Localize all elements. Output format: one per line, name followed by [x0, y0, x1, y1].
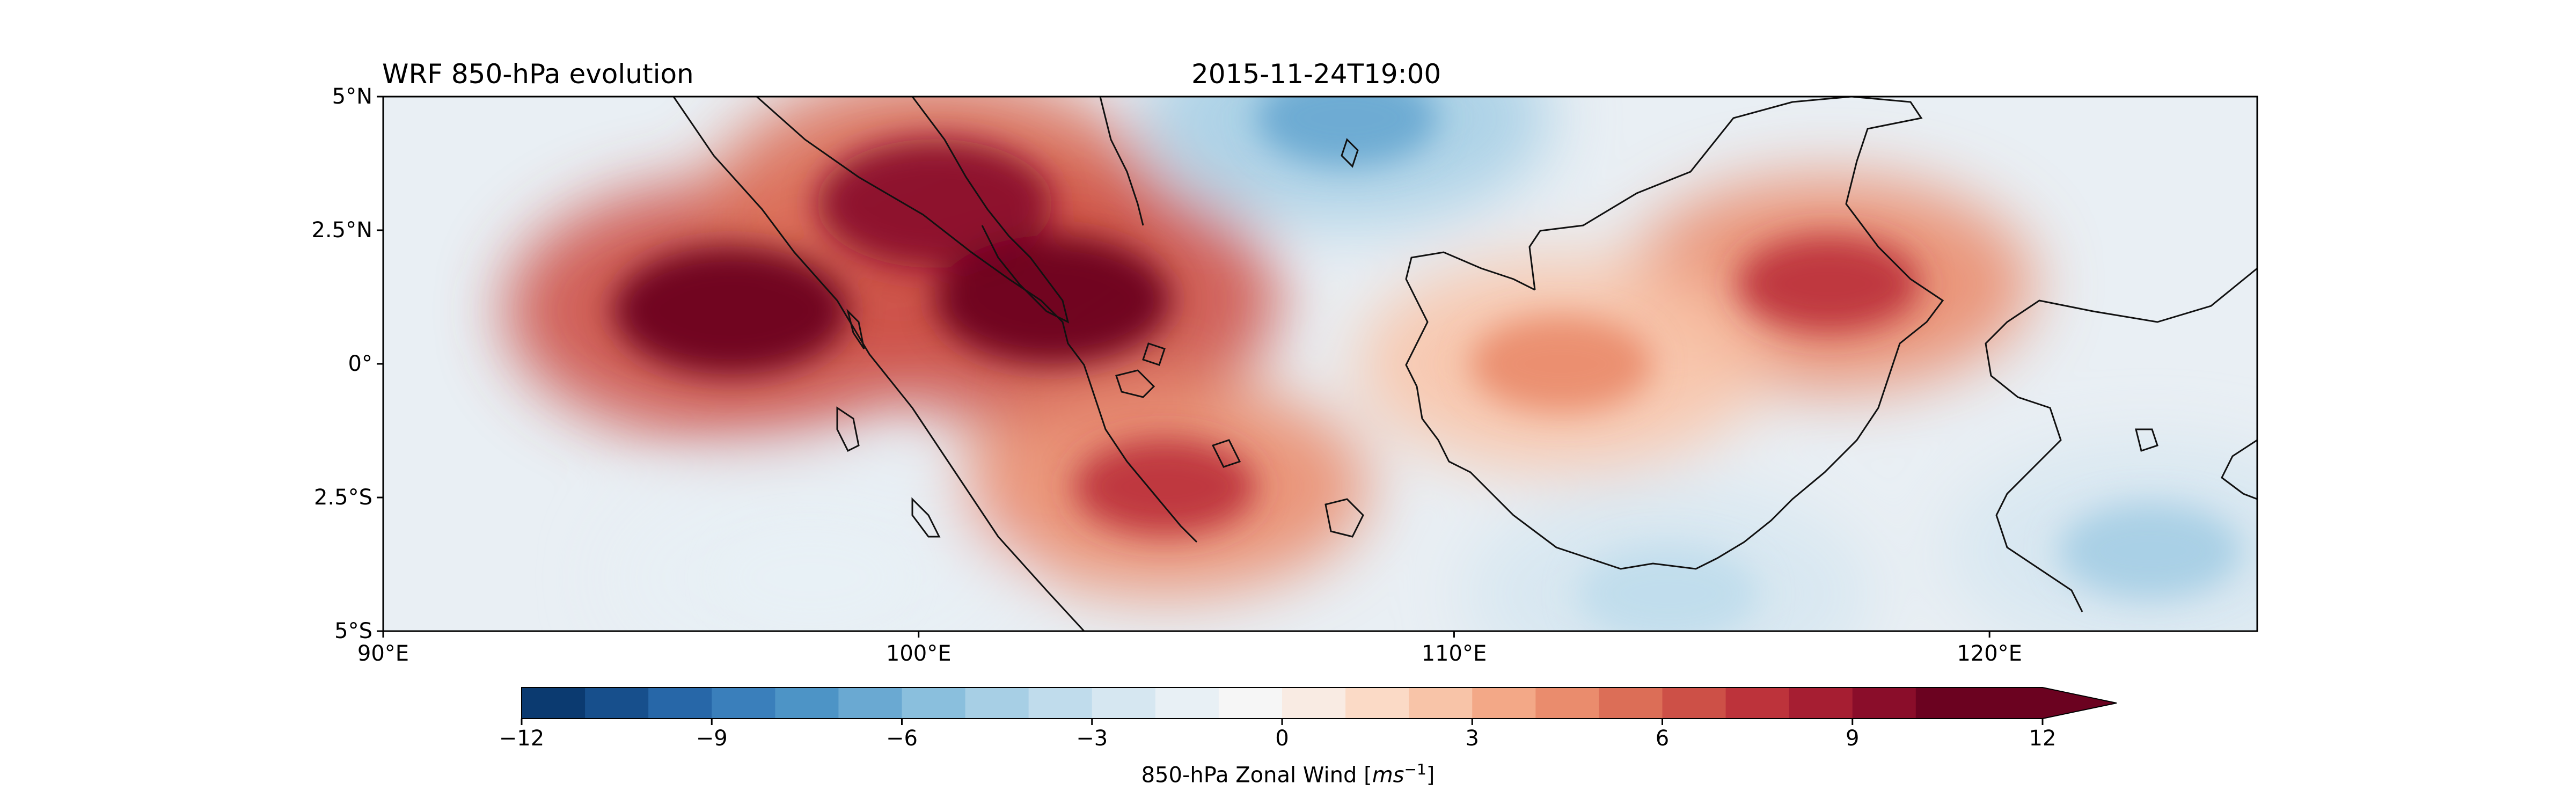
- colorbar-tick-label: 6: [1655, 726, 1670, 751]
- colorbar: [521, 687, 2117, 725]
- coastline-borneo: [1405, 97, 1944, 570]
- colorbar-units-exponent: −1: [1404, 760, 1426, 778]
- colorbar-label-end: ]: [1426, 763, 1435, 788]
- colorbar-tick-label: 9: [1846, 726, 1860, 751]
- colorbar-units: ms: [1372, 763, 1404, 788]
- wind-feature-core: [1737, 235, 1920, 332]
- coastline-malay-peninsula: [911, 97, 1070, 324]
- colorbar-segment: [1028, 687, 1093, 719]
- colorbar-segment: [1725, 687, 1790, 719]
- colorbar-extend-arrow: [2043, 687, 2117, 719]
- coastline-island-i: [2135, 428, 2158, 452]
- colorbar-segment: [1472, 687, 1536, 719]
- colorbar-segment: [1662, 687, 1726, 719]
- colorbar-segment: [1915, 687, 1980, 719]
- colorbar-tick-label: −6: [886, 726, 918, 751]
- colorbar-segment: [1218, 687, 1283, 719]
- coastline-island-d: [1324, 498, 1364, 538]
- colorbar-ticks: [521, 719, 2044, 725]
- colorbar-segment: [965, 687, 1029, 719]
- latitude-tick-label: 5°S: [334, 619, 372, 643]
- coastline-sumatra: [672, 97, 1085, 631]
- colorbar-tick-label: 3: [1465, 726, 1479, 751]
- latitude-tick-label: 0°: [348, 352, 372, 376]
- coastline-sulawesi: [1985, 267, 2257, 612]
- coastline-peninsula-east: [1099, 97, 1144, 226]
- colorbar-segment: [902, 687, 966, 719]
- wind-feature-core: [934, 235, 1171, 364]
- coastline-island-f: [1341, 138, 1359, 168]
- colorbar-segment: [775, 687, 839, 719]
- colorbar-segment: [838, 687, 903, 719]
- colorbar-segment: [1345, 687, 1409, 719]
- colorbar-segment: [1155, 687, 1219, 719]
- coastline-island-c: [911, 497, 941, 538]
- wind-field: [506, 97, 2257, 631]
- colorbar-label: 850-hPa Zonal Wind [ms−1]: [1020, 757, 1556, 788]
- coastline-sulawesi-southeast: [2221, 439, 2257, 500]
- colorbar-segment: [1599, 687, 1663, 719]
- coastline-island-a: [846, 309, 865, 349]
- colorbar-segment: [712, 687, 776, 719]
- coastlines: [672, 97, 2257, 631]
- wind-feature-core: [1577, 545, 1760, 631]
- coastline-island-h: [1142, 342, 1166, 366]
- colorbar-segments: [521, 687, 2117, 719]
- longitude-tick-label: 110°E: [1421, 641, 1487, 666]
- longitude-ticks: [382, 631, 1990, 638]
- colorbar-segment: [1789, 687, 1853, 719]
- colorbar-segment: [1092, 687, 1156, 719]
- colorbar-segment: [1409, 687, 1473, 719]
- colorbar-tick-label: −12: [499, 726, 545, 751]
- latitude-tick-label: 2.5°S: [313, 485, 372, 510]
- wind-feature-core: [1073, 438, 1256, 536]
- colorbar-segment: [585, 687, 649, 719]
- wind-feature-core: [816, 139, 1053, 268]
- colorbar-outline: [521, 687, 2117, 719]
- latitude-ticks: [377, 96, 383, 632]
- coastline-island-b: [836, 406, 860, 452]
- wind-feature-core: [1469, 316, 1652, 412]
- colorbar-tick-label: −3: [1076, 726, 1108, 751]
- wind-feature-core: [1255, 97, 1438, 166]
- latitude-tick-label: 2.5°N: [311, 218, 372, 243]
- colorbar-segment: [1979, 687, 2043, 719]
- colorbar-segment: [1535, 687, 1600, 719]
- wind-feature-core: [2059, 502, 2242, 599]
- map-panel: [382, 96, 2258, 632]
- wind-feature-core: [613, 246, 850, 375]
- coastline-island-e: [1211, 439, 1241, 468]
- coastline-island-g: [1115, 369, 1155, 398]
- colorbar-segment: [1282, 687, 1346, 719]
- latitude-tick-label: 5°N: [332, 84, 372, 109]
- colorbar-label-text: 850-hPa Zonal Wind [: [1141, 763, 1372, 788]
- colorbar-segment: [1852, 687, 1916, 719]
- timestamp-title: 2015-11-24T19:00: [1191, 58, 1441, 90]
- longitude-tick-label: 90°E: [357, 641, 409, 666]
- coastline-sumatra-east: [756, 97, 1198, 543]
- wind-feature-core: [720, 529, 903, 626]
- longitude-tick-label: 120°E: [1957, 641, 2022, 666]
- colorbar-segment: [648, 687, 713, 719]
- colorbar-tick-label: 12: [2029, 726, 2057, 751]
- colorbar-segment: [522, 687, 586, 719]
- figure-title: WRF 850-hPa evolution: [382, 58, 694, 90]
- colorbar-tick-label: 0: [1275, 726, 1289, 751]
- longitude-tick-label: 100°E: [885, 641, 952, 666]
- colorbar-tick-label: −9: [696, 726, 728, 751]
